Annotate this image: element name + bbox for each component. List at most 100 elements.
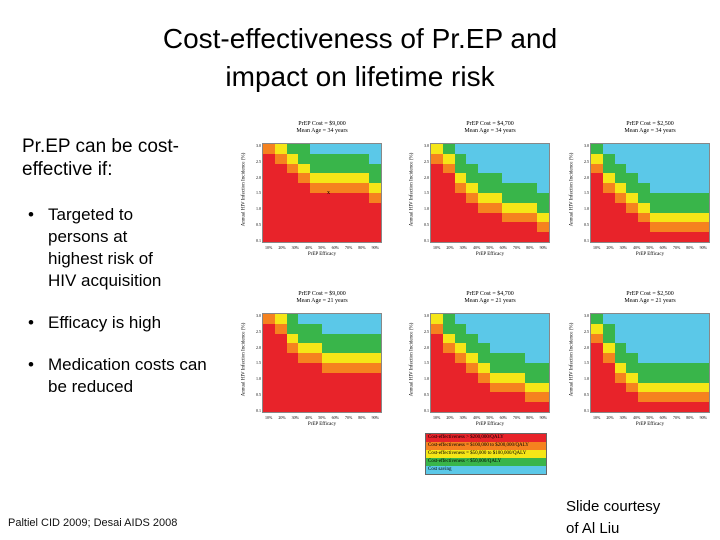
heatmap-cell	[478, 363, 490, 373]
heatmap-cell	[591, 392, 603, 403]
heatmap-cell	[591, 144, 603, 154]
heatmap-cell	[626, 153, 639, 164]
y-axis-label: Annual HIV Infection Incidence (%)	[409, 322, 415, 397]
heatmap-cell	[537, 353, 549, 363]
heatmap-cell	[661, 402, 674, 412]
heatmap-cell	[661, 144, 674, 154]
heatmap-cell	[513, 314, 526, 324]
heatmap-cell	[263, 372, 275, 383]
x-axis-ticks: 10% 20% 30% 40% 50% 60% 70% 80% 90%	[430, 415, 550, 420]
x-tick: 70%	[512, 415, 521, 420]
x-tick: 90%	[699, 245, 707, 250]
heatmap-cell	[501, 343, 514, 354]
heatmap-cell	[614, 392, 627, 403]
y-axis-label: Annual HIV Infection Incidence (%)	[241, 322, 247, 397]
heatmap-cell	[310, 153, 322, 164]
heatmap-cell	[673, 222, 686, 233]
y-axis-label: Annual HIV Infection Incidence (%)	[241, 152, 247, 227]
heatmap-cell	[369, 323, 381, 334]
heatmap-cell	[673, 392, 686, 403]
y-axis-label: Annual HIV Infection Incidence (%)	[569, 322, 575, 397]
y-tick: 1.0	[424, 206, 429, 212]
heatmap-cell	[345, 363, 358, 373]
heatmap-cell	[466, 372, 479, 383]
heatmap-cell	[454, 382, 467, 393]
heatmap-cell	[322, 372, 334, 383]
heatmap-cell	[442, 363, 455, 373]
heatmap-cell	[442, 353, 455, 363]
legend-entry: Cost-effectiveness > $200,000/QALY	[426, 434, 546, 442]
y-axis-ticks: 3.0 2.5 2.0 1.5 1.0 0.5 0.1	[416, 143, 429, 243]
heatmap-cell	[661, 212, 674, 223]
x-tick: 20%	[278, 415, 286, 420]
heatmap-cell	[591, 202, 603, 213]
heatmap-cell	[310, 343, 322, 354]
heatmap-cell	[501, 222, 514, 233]
heatmap-cell	[697, 153, 709, 164]
heatmap-cell	[661, 153, 674, 164]
y-tick: 0.5	[424, 222, 429, 228]
heatmap-cell	[310, 372, 322, 383]
heatmap-cell	[298, 232, 311, 242]
heatmap-cell	[673, 343, 686, 354]
bullet-list: Targeted to persons at highest risk of H…	[22, 204, 232, 418]
x-tick: 60%	[499, 415, 507, 420]
heatmap-cell	[263, 343, 275, 354]
heatmap-cell	[626, 392, 639, 403]
heatmap-cell	[466, 183, 479, 193]
heatmap-cell	[501, 363, 514, 373]
heatmap-cell	[490, 402, 502, 412]
heatmap-cell	[685, 314, 698, 324]
heatmap-cell	[513, 333, 526, 344]
heatmap-cell	[345, 144, 358, 154]
panel-age: Mean Age = 21 years	[296, 298, 348, 304]
heatmap-cell	[673, 382, 686, 393]
x-tick: 80%	[526, 415, 534, 420]
heatmap-cell	[638, 372, 650, 383]
heatmap-cell	[310, 202, 322, 213]
heatmap-cell	[591, 183, 603, 193]
heatmap-cell	[369, 343, 381, 354]
heatmap-cell	[490, 183, 502, 193]
legend-entry: Cost-effectiveness = $100,000 to $200,00…	[426, 442, 546, 450]
heatmap-cell	[490, 382, 502, 393]
heatmap-cell	[501, 372, 514, 383]
heatmap-cell	[537, 222, 549, 233]
heatmap-cell	[466, 392, 479, 403]
heatmap-cell	[501, 163, 514, 174]
heatmap-cell	[602, 323, 615, 334]
title-line-2: impact on lifetime risk	[225, 61, 495, 92]
heatmap-cell	[525, 153, 538, 164]
heatmap-cell	[442, 333, 455, 344]
heatmap-cell	[501, 314, 514, 324]
heatmap-cell	[478, 323, 490, 334]
heatmap-cell	[673, 232, 686, 242]
heatmap-cell	[333, 173, 346, 184]
heatmap-cell	[357, 232, 370, 242]
heatmap-cell	[650, 173, 662, 184]
heatmap-cell	[345, 193, 358, 203]
y-tick: 1.0	[584, 206, 589, 212]
heatmap-cell	[466, 343, 479, 354]
heatmap-cell	[466, 144, 479, 154]
heatmap-cell	[310, 382, 322, 393]
x-axis-ticks: 10% 20% 30% 40% 50% 60% 70% 80% 90%	[430, 245, 550, 250]
slide-courtesy: Slide courtesy of Al Liu	[566, 496, 660, 540]
heatmap-cell	[650, 202, 662, 213]
y-tick: 2.5	[256, 328, 261, 334]
heatmap-cell	[591, 222, 603, 233]
heatmap-cell	[602, 402, 615, 412]
heatmap-cell	[431, 153, 443, 164]
heatmap-cell	[614, 183, 627, 193]
heatmap-cell	[614, 343, 627, 354]
heatmap-cell	[274, 372, 287, 383]
x-axis-label: PrEP Efficacy	[475, 422, 505, 427]
heatmap-cell	[345, 212, 358, 223]
x-tick: 30%	[619, 415, 627, 420]
heatmap-cell	[591, 382, 603, 393]
y-tick: 0.1	[256, 237, 261, 243]
heatmap-cell	[614, 314, 627, 324]
heatmap-cell	[286, 372, 299, 383]
y-tick: 0.1	[584, 237, 589, 243]
heatmap-cell	[537, 183, 549, 193]
